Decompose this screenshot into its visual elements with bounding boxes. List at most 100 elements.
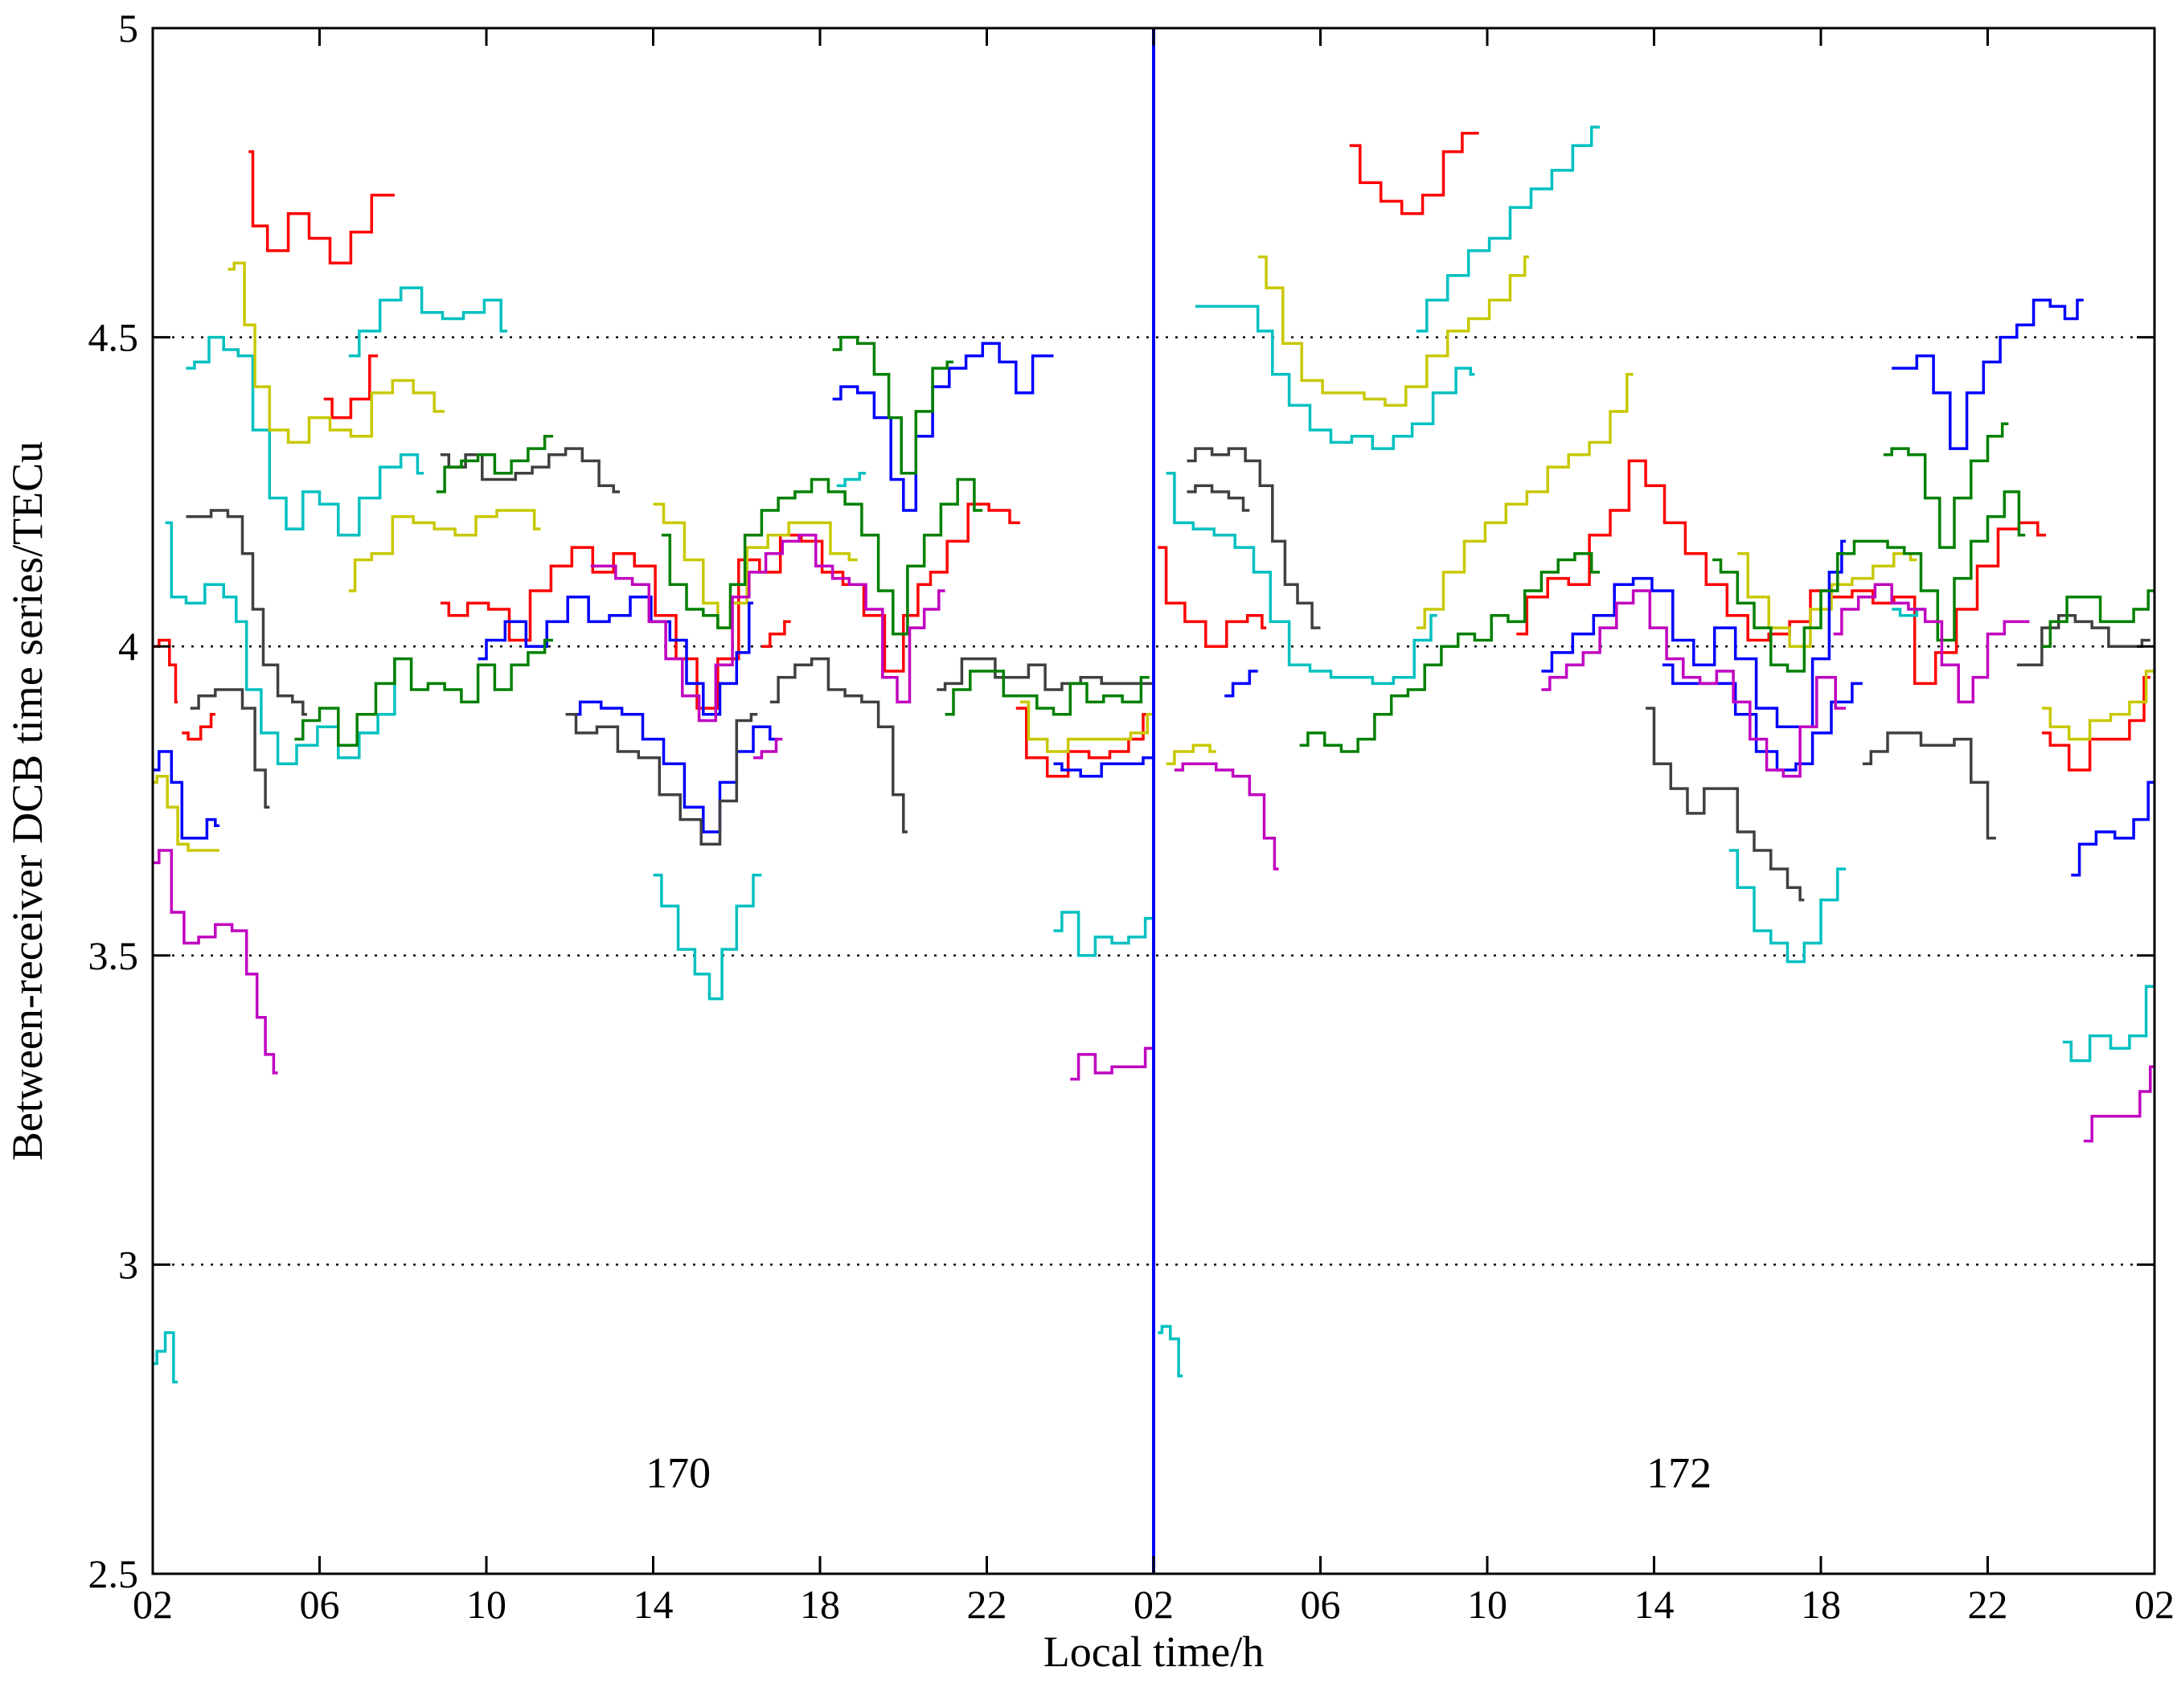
series-4-segment-7 (1187, 484, 1250, 512)
series-6-segment-0 (153, 849, 278, 1075)
series-1-segment-0 (153, 1331, 178, 1384)
series-3-segment-1 (478, 595, 753, 716)
x-tick-label-5: 22 (967, 1582, 1007, 1627)
series-3-segment-6 (1541, 539, 1847, 728)
series-2-segment-4 (1020, 700, 1154, 753)
series-3-segment-4 (1053, 756, 1154, 778)
series-2-segment-9 (2041, 670, 2154, 741)
y-tick-label-0: 2.5 (88, 1551, 139, 1596)
y-tick-label-4: 4.5 (88, 315, 139, 360)
series-6-segment-7 (2083, 1065, 2154, 1143)
series-5-segment-2 (661, 477, 983, 636)
series-3-segment-3 (832, 342, 1054, 512)
series-5-segment-7 (1883, 422, 2009, 549)
series-6-segment-2 (753, 737, 783, 760)
series-2-segment-5 (1166, 743, 1216, 766)
series-4-segment-8 (1646, 707, 1805, 902)
series-6-segment-4 (1174, 762, 1279, 870)
series-4-segment-5 (937, 657, 1154, 691)
series-1-segment-1 (165, 521, 404, 766)
x-tick-label-4: 18 (800, 1582, 840, 1627)
y-tick-label-1: 3 (118, 1242, 138, 1287)
x-tick-label-7: 06 (1301, 1582, 1341, 1627)
series-1-segment-9 (1195, 305, 1475, 450)
series-1-segment-3 (348, 286, 507, 358)
x-tick-label-0: 02 (133, 1582, 173, 1627)
series-1-segment-8 (1166, 472, 1437, 686)
series-layer (153, 125, 2154, 1384)
series-3-segment-5 (1224, 670, 1258, 698)
series-1-segment-6 (1053, 911, 1154, 957)
series-3-segment-7 (1662, 663, 1863, 772)
x-tick-label-9: 14 (1634, 1582, 1675, 1627)
x-tick-label-1: 06 (300, 1582, 340, 1627)
series-0-segment-3 (323, 354, 379, 420)
series-6-segment-5 (1541, 589, 1847, 778)
series-1-segment-13 (2062, 985, 2154, 1063)
annotations: 170 172 (646, 1448, 1712, 1497)
series-4-segment-6 (1187, 447, 1321, 629)
series-6-segment-1 (590, 533, 945, 723)
series-0-segment-10 (2041, 675, 2150, 772)
series-4-segment-10 (2016, 613, 2150, 667)
series-5-segment-0 (294, 638, 553, 748)
y-tick-label-2: 3.5 (88, 933, 139, 978)
series-6-segment-3 (1070, 1047, 1154, 1081)
axis-ticks (151, 27, 2156, 1575)
x-tick-label-11: 22 (1968, 1582, 2008, 1627)
series-0-segment-9 (1516, 459, 2047, 686)
series-5-segment-3 (832, 335, 953, 475)
series-0-segment-8 (1349, 132, 1479, 215)
series-1-segment-4 (836, 472, 867, 487)
series-2-segment-6 (1257, 255, 1529, 407)
series-0-segment-5 (761, 620, 791, 648)
series-2-segment-0 (153, 774, 219, 852)
series-5-segment-6 (1712, 490, 2026, 673)
annotation-172: 172 (1646, 1448, 1712, 1497)
series-0-segment-1 (182, 713, 215, 741)
x-tick-label-3: 14 (633, 1582, 674, 1627)
series-4-segment-9 (1862, 731, 1996, 840)
series-4-segment-1 (190, 688, 270, 809)
series-1-segment-11 (1728, 849, 1847, 964)
series-3-segment-2 (569, 700, 779, 834)
series-3-segment-8 (1892, 298, 2084, 450)
y-tick-labels: 2.5 3 3.5 4 4.5 5 (88, 6, 139, 1596)
series-1-segment-7 (1158, 1325, 1183, 1378)
series-5-segment-4 (945, 670, 1150, 716)
series-0-segment-7 (1158, 546, 1267, 648)
series-2-segment-2 (348, 509, 541, 592)
y-tick-label-5: 5 (118, 6, 138, 51)
x-tick-label-6: 02 (1134, 1582, 1174, 1627)
series-0-segment-0 (153, 638, 178, 704)
series-3-segment-0 (153, 750, 219, 840)
x-tick-label-8: 10 (1467, 1582, 1507, 1627)
series-2-segment-7 (1416, 373, 1634, 629)
series-2-segment-3 (653, 502, 858, 629)
series-5-segment-8 (2041, 589, 2154, 648)
series-4-segment-4 (769, 657, 908, 834)
y-tick-label-3: 4 (118, 624, 138, 669)
annotation-170: 170 (646, 1448, 711, 1497)
series-3-segment-9 (2071, 780, 2154, 877)
series-4-segment-2 (440, 447, 620, 494)
series-4-segment-0 (186, 509, 307, 716)
x-tick-label-2: 10 (466, 1582, 506, 1627)
y-axis-label: Between-receiver DCB time series/TECu (3, 441, 51, 1161)
series-1-segment-5 (653, 874, 762, 1001)
series-5-segment-1 (436, 434, 553, 494)
x-axis-label: Local time/h (1043, 1628, 1264, 1676)
series-0-segment-4 (440, 502, 1020, 710)
series-0-segment-6 (1015, 707, 1150, 778)
x-tick-labels: 02 06 10 14 18 22 02 06 10 14 18 22 02 (133, 1582, 2175, 1627)
series-4-segment-3 (565, 713, 758, 846)
series-1-segment-10 (1416, 125, 1601, 333)
series-6-segment-6 (1833, 583, 2030, 704)
series-5-segment-5 (1299, 552, 1601, 753)
series-2-segment-1 (228, 261, 445, 444)
x-tick-label-10: 18 (1801, 1582, 1841, 1627)
series-0-segment-2 (248, 150, 395, 265)
series-2-segment-8 (1737, 552, 1917, 648)
series-1-segment-2 (186, 335, 424, 537)
